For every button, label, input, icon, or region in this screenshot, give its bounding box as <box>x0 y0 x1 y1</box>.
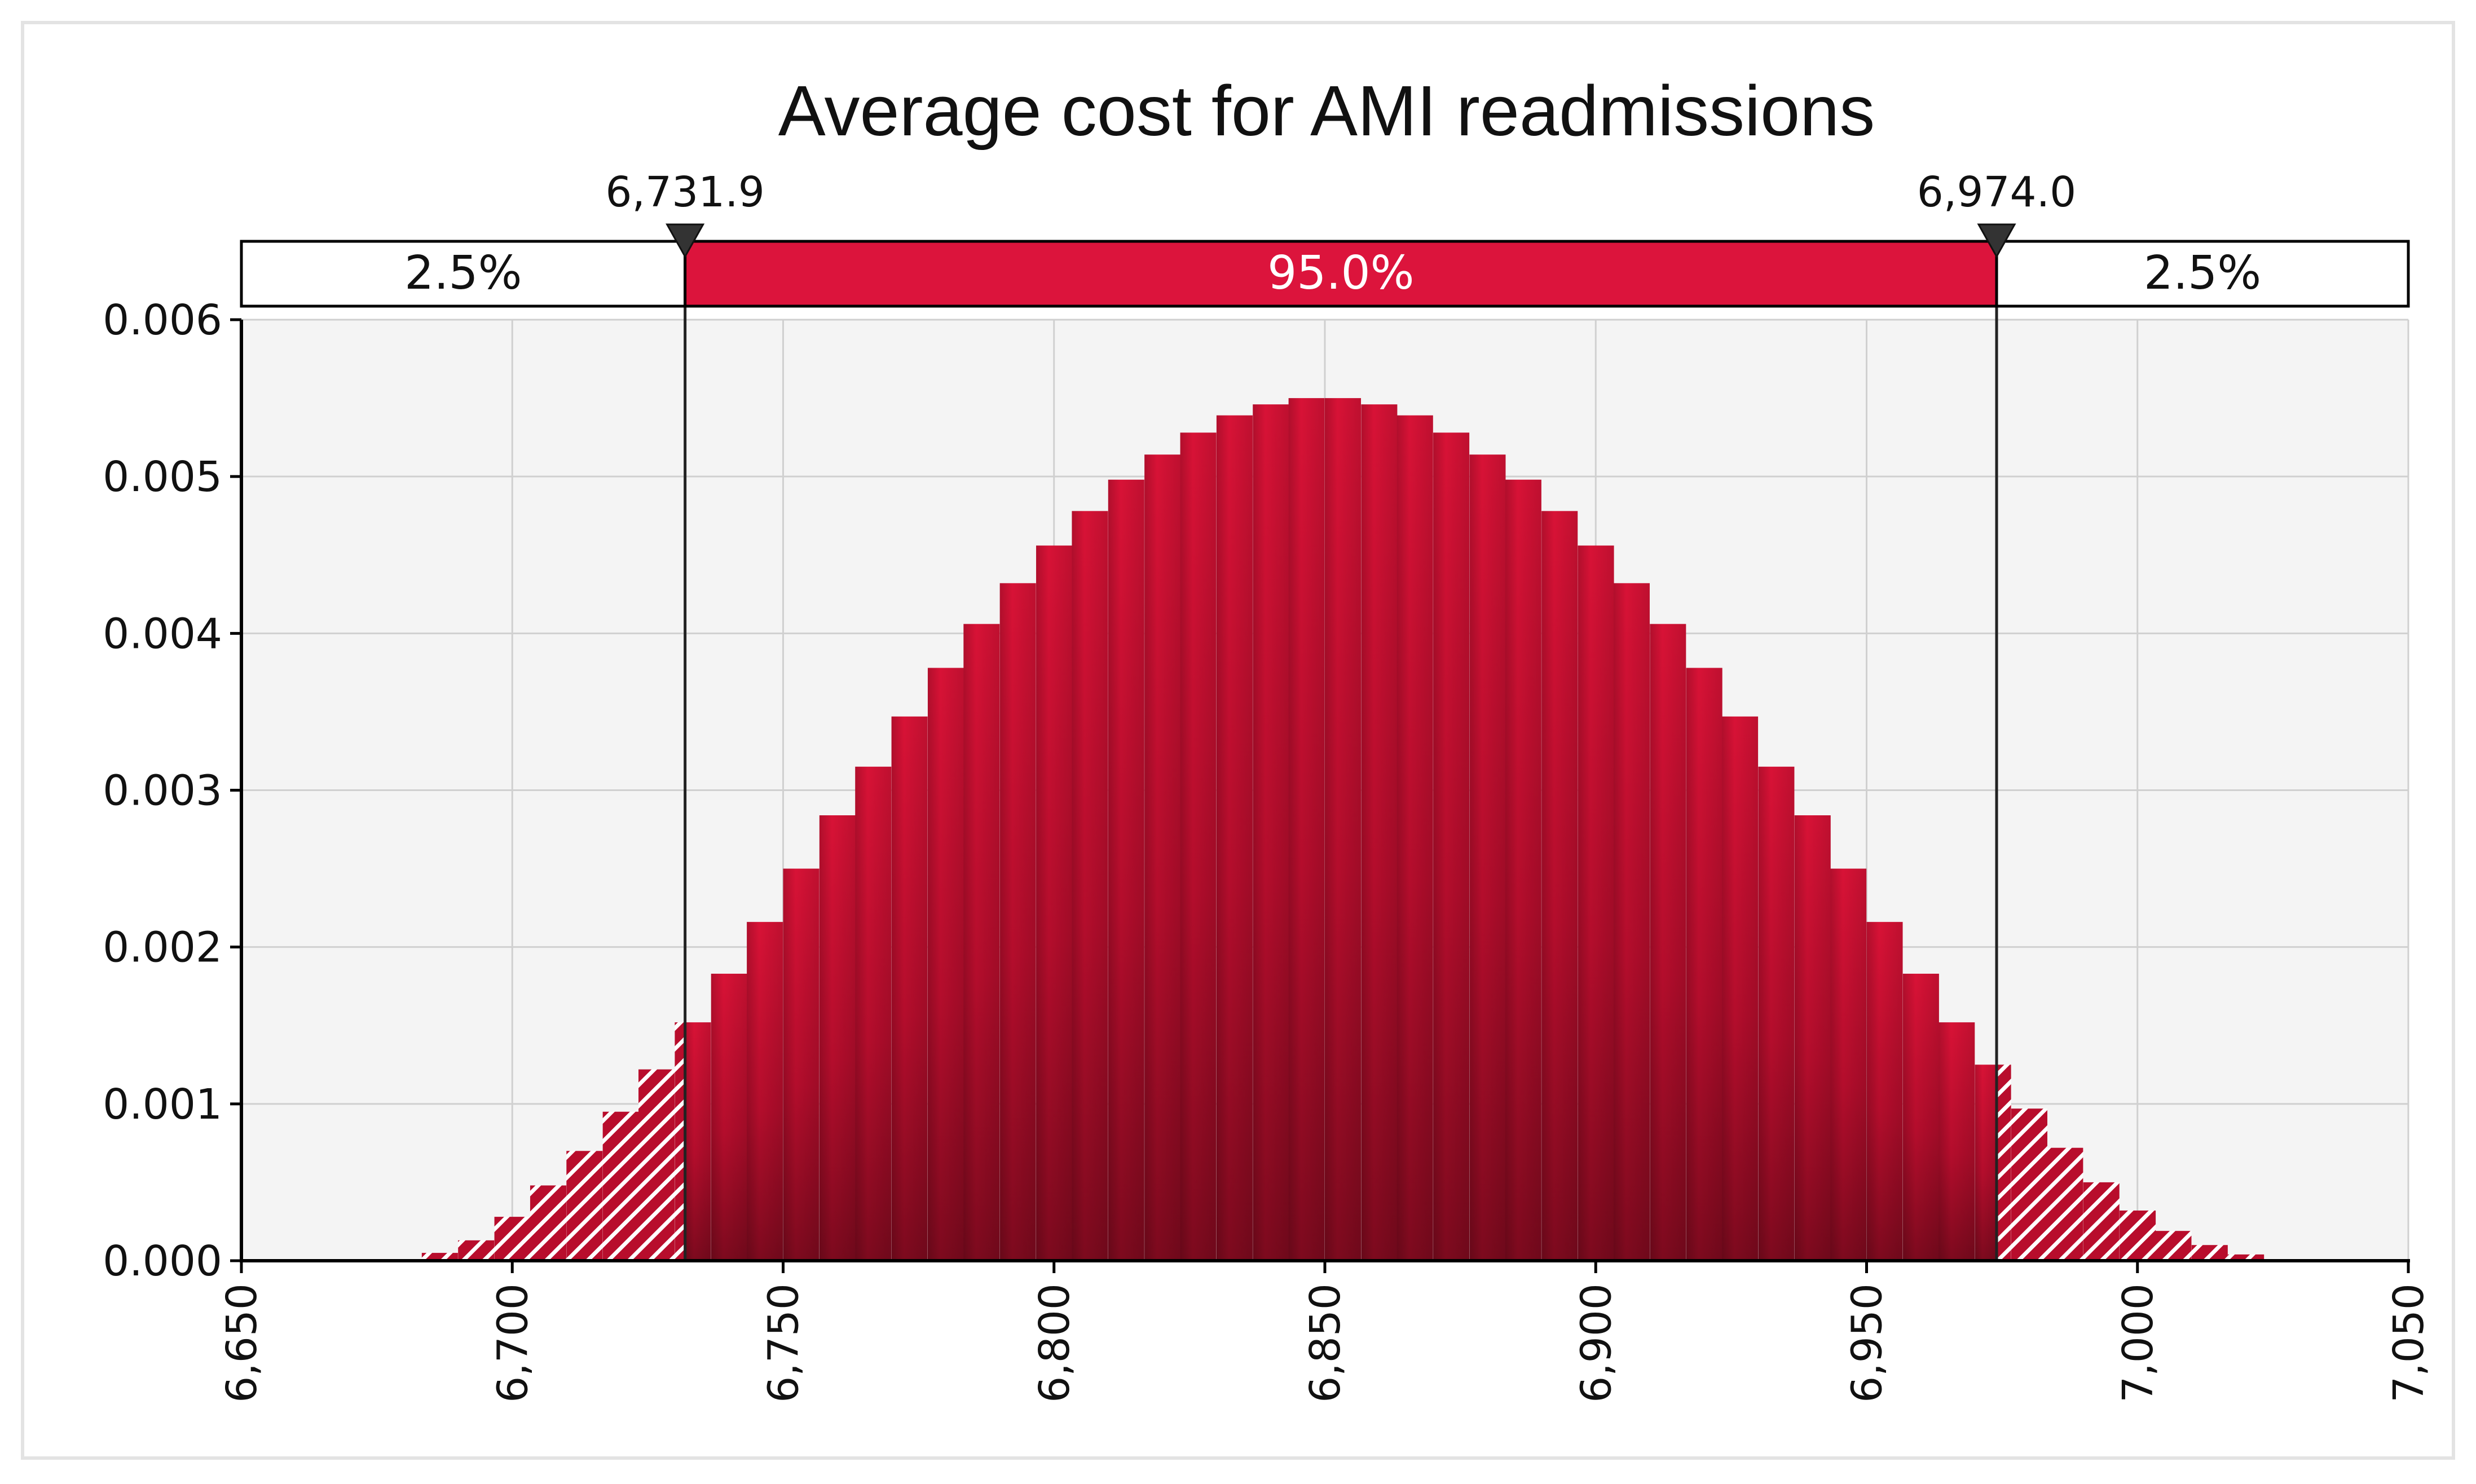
histogram-bar-shade <box>1613 583 1650 1261</box>
histogram-tail-bar <box>2047 1147 2083 1261</box>
histogram-tail-bar <box>2120 1210 2156 1261</box>
histogram-bar-shade <box>783 868 820 1261</box>
histogram-tail-bar <box>421 1253 458 1261</box>
histogram-tail-bar <box>2228 1254 2264 1261</box>
x-tick-label: 6,650 <box>218 1283 266 1403</box>
histogram-bar-shade <box>1938 1022 1975 1261</box>
histogram-bar-shade <box>747 922 783 1261</box>
histogram-bar-shade <box>1325 398 1362 1261</box>
histogram-tail-bar <box>602 1111 639 1261</box>
histogram-bar-shade <box>855 766 892 1261</box>
interval-band: 2.5% 95.0% 2.5% <box>240 240 2410 308</box>
histogram-bar-shade <box>1505 479 1541 1261</box>
histogram-bar-shade <box>1650 624 1686 1261</box>
histogram-bar-shade <box>711 973 747 1261</box>
histogram-bar-shade <box>1794 815 1831 1261</box>
histogram-bar-shade <box>1253 404 1289 1261</box>
histogram-bar-shade <box>819 815 856 1261</box>
histogram-tail-bar <box>530 1185 566 1261</box>
x-tick-label: 6,850 <box>1301 1283 1350 1403</box>
band-right-tail <box>1995 240 2410 308</box>
histogram-bar-shade <box>1686 668 1722 1261</box>
histogram-tail-bar <box>1997 1065 2011 1261</box>
histogram-bar-shade <box>1975 1065 1997 1261</box>
histogram-bar-shade <box>1072 511 1108 1261</box>
histogram-tail-bar <box>566 1151 603 1261</box>
histogram-tail-bar <box>458 1240 495 1261</box>
chart-title: Average cost for AMI readmissions <box>778 71 1875 151</box>
y-tick-label: 0.000 <box>103 1237 222 1286</box>
histogram-bar-shade <box>1902 973 1939 1261</box>
band-left-tail <box>240 240 687 308</box>
histogram-bar-shade <box>1469 454 1506 1261</box>
histogram-bar-shade <box>963 624 1000 1261</box>
histogram-bar-shade <box>1578 545 1614 1261</box>
histogram-tail-bar <box>494 1217 531 1261</box>
histogram-bar-shade <box>1144 454 1181 1261</box>
histogram-bar-shade <box>1722 716 1759 1261</box>
band-center <box>684 240 1998 308</box>
histogram-bar-shade <box>1036 545 1073 1261</box>
histogram-bar-shade <box>1758 766 1795 1261</box>
histogram-bar-shade <box>1180 432 1217 1261</box>
histogram-bar-shade <box>927 668 964 1261</box>
histogram-bar-shade <box>685 1022 711 1261</box>
histogram-bar-shade <box>1866 922 1903 1261</box>
interval-markers[interactable]: 6,731.9 6,974.0 <box>605 168 2076 259</box>
x-tick-label: 6,800 <box>1030 1283 1079 1403</box>
y-tick-label: 0.006 <box>103 296 222 344</box>
histogram-bar-shade <box>891 716 928 1261</box>
y-tick-label: 0.003 <box>103 767 222 815</box>
histogram-bar-shade <box>1108 479 1144 1261</box>
y-tick-label: 0.005 <box>103 453 222 501</box>
x-tick-label: 6,750 <box>760 1283 808 1403</box>
upper-marker-icon[interactable] <box>1977 223 2016 259</box>
histogram-bar-shade <box>1830 868 1867 1261</box>
histogram-tail-bar <box>638 1069 675 1261</box>
histogram-bar-shade <box>1396 415 1433 1261</box>
histogram-bar-shade <box>1433 432 1470 1261</box>
x-axis-ticks: 6,650 6,700 6,750 6,800 6,850 6,900 6,950 7,000… <box>218 1261 2433 1403</box>
x-tick-label: 7,000 <box>2114 1283 2162 1403</box>
y-tick-label: 0.004 <box>103 610 222 658</box>
histogram-tail-bar <box>2191 1245 2228 1261</box>
band-center-label: 95.0% <box>1267 246 1415 300</box>
x-tick-label: 6,950 <box>1843 1283 1892 1403</box>
histogram-bar-shade <box>1361 404 1398 1261</box>
lower-bound-label: 6,731.9 <box>605 168 764 217</box>
histogram-bar-shade <box>999 583 1036 1261</box>
x-tick-label: 6,700 <box>488 1283 537 1403</box>
y-axis-ticks: 0.000 0.001 0.002 0.003 0.004 0.005 0.006 <box>103 296 241 1286</box>
band-right-label: 2.5% <box>2144 246 2261 300</box>
histogram-bar-shade <box>1216 415 1253 1261</box>
histogram-tail-bar <box>2155 1231 2192 1261</box>
histogram-bar-shade <box>1541 511 1578 1261</box>
histogram-tail-bar <box>2083 1182 2120 1261</box>
upper-bound-label: 6,974.0 <box>1917 168 2076 217</box>
x-tick-label: 6,900 <box>1572 1283 1620 1403</box>
x-tick-label: 7,050 <box>2385 1283 2433 1403</box>
histogram-bar-shade <box>1288 398 1325 1261</box>
interval-lines <box>684 242 1998 1261</box>
histogram-tail-bar <box>675 1022 685 1261</box>
y-tick-label: 0.001 <box>103 1080 222 1129</box>
y-tick-label: 0.002 <box>103 924 222 972</box>
histogram-tail-bar <box>2011 1108 2047 1261</box>
histogram-bars <box>421 398 2264 1261</box>
lower-marker-icon[interactable] <box>666 223 705 259</box>
band-left-label: 2.5% <box>404 246 522 300</box>
